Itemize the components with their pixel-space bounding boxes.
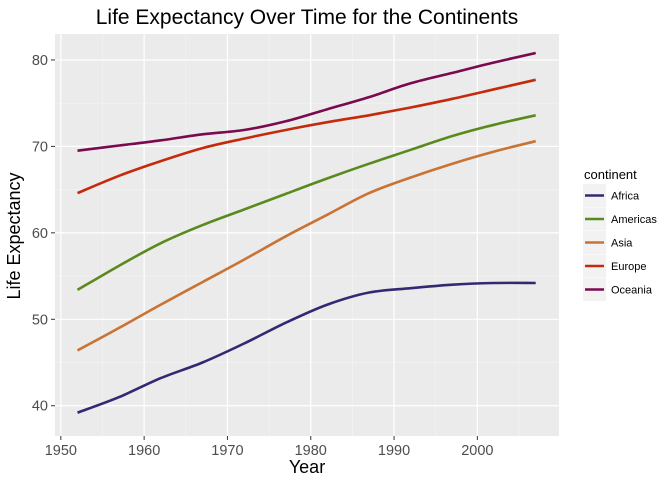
legend-label: Oceania	[611, 285, 653, 297]
y-tick-label: 50	[32, 312, 48, 328]
panel-background	[55, 34, 559, 436]
chart-title: Life Expectancy Over Time for the Contin…	[96, 6, 519, 29]
legend-label: Asia	[611, 238, 633, 250]
legend-label: Americas	[611, 214, 657, 226]
x-axis: 1950 1960 1970 1980 1990 2000	[45, 436, 493, 459]
x-axis-title: Year	[289, 457, 325, 477]
y-tick-label: 40	[32, 399, 48, 415]
series-line-americas	[76, 114, 536, 292]
y-axis: 40 50 60 70 80	[32, 53, 55, 415]
legend-item-asia: Asia	[583, 231, 633, 254]
legend-title: continent	[584, 167, 637, 182]
y-axis-title: Life Expectancy	[4, 172, 24, 299]
legend-item-americas: Americas	[583, 207, 657, 231]
x-tick-label: 2000	[461, 443, 493, 459]
legend-label: Europe	[611, 261, 646, 273]
legend-item-africa: Africa	[583, 184, 640, 207]
y-tick-label: 60	[32, 226, 48, 242]
plot-panel	[55, 34, 559, 436]
legend-item-europe: Europe	[583, 254, 646, 278]
legend-label: Africa	[611, 191, 640, 203]
y-tick-label: 80	[32, 53, 48, 69]
x-tick-label: 1950	[45, 443, 77, 459]
x-tick-label: 1970	[211, 443, 243, 459]
legend-item-oceania: Oceania	[583, 278, 653, 301]
x-tick-label: 1960	[128, 443, 160, 459]
legend: Africa Americas Asia Europe Oceania	[583, 184, 657, 301]
series-lines	[76, 51, 537, 414]
series-line-africa	[77, 281, 536, 414]
series-line-asia	[76, 139, 537, 352]
y-tick-label: 70	[32, 139, 48, 155]
series-line-oceania	[77, 51, 536, 152]
x-tick-label: 1980	[295, 443, 327, 459]
x-tick-label: 1990	[378, 443, 410, 459]
series-line-europe	[76, 78, 536, 195]
